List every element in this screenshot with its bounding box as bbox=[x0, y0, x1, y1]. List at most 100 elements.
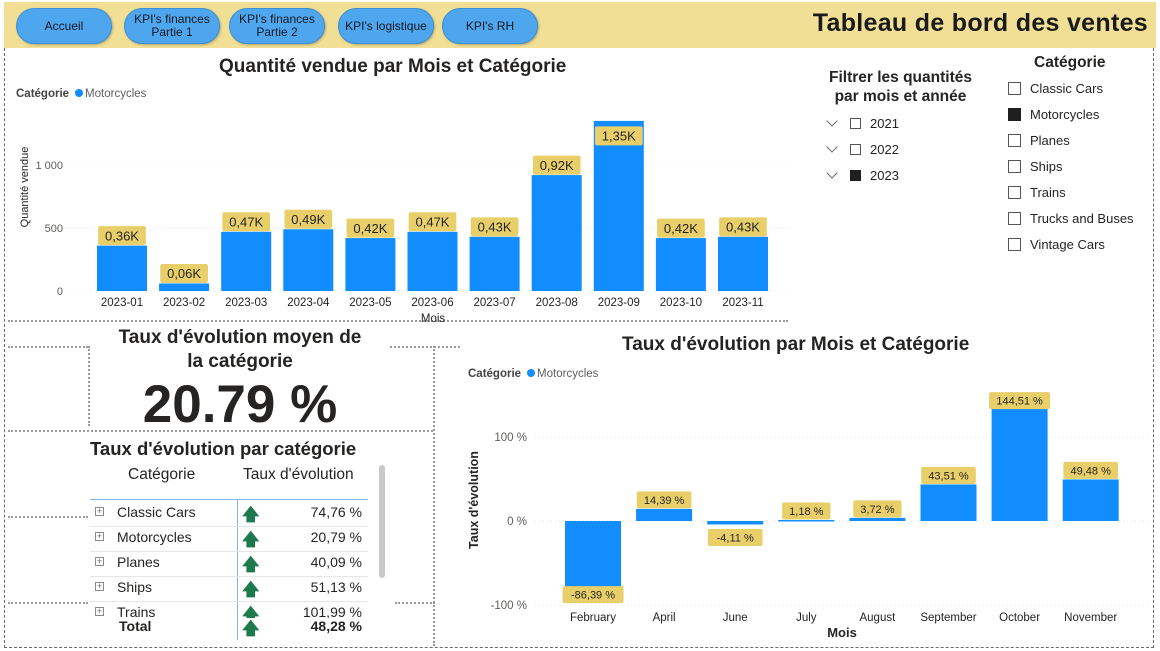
checkbox[interactable] bbox=[850, 118, 861, 129]
expand-icon[interactable]: + bbox=[95, 606, 104, 616]
x-axis-label: Mois bbox=[827, 625, 857, 640]
x-tick-label: 2023-07 bbox=[473, 297, 515, 309]
category-slicer-label: Ships bbox=[1030, 159, 1063, 174]
expand-icon[interactable]: + bbox=[95, 531, 104, 541]
x-tick-label: 2023-05 bbox=[349, 297, 391, 309]
category-slicer-item[interactable]: Classic Cars bbox=[1008, 81, 1103, 96]
year-slicer-item[interactable]: 2021 bbox=[826, 115, 899, 131]
y-tick-label: 100 % bbox=[494, 432, 527, 444]
table-row[interactable]: + Planes 🡅 40,09 % bbox=[90, 551, 368, 577]
y-tick-label: 500 bbox=[45, 223, 63, 235]
separator bbox=[433, 346, 435, 646]
chart1-legend-title: Catégorie bbox=[16, 88, 70, 100]
data-label-bg bbox=[562, 586, 624, 604]
y-tick-label: 1 000 bbox=[35, 160, 63, 172]
bar bbox=[991, 399, 1048, 521]
chart1-quantite-vendue: 0 500 1 000 Quantité vendue 0,36K 2023-01 0,06… bbox=[19, 120, 790, 325]
checkbox[interactable] bbox=[850, 144, 861, 155]
up-arrow-icon: 🡅 bbox=[242, 619, 260, 638]
category-slicer-item[interactable]: Trains bbox=[1008, 185, 1066, 200]
checkbox[interactable] bbox=[850, 170, 861, 181]
table-cell-value: 101,99 % bbox=[302, 604, 362, 618]
bar bbox=[407, 231, 458, 291]
bar bbox=[221, 231, 272, 291]
table-title: Taux d'évolution par catégorie bbox=[90, 438, 357, 459]
checkbox[interactable] bbox=[1008, 238, 1021, 251]
category-slicer-item[interactable]: Planes bbox=[1008, 133, 1070, 148]
table-cell-value: 40,09 % bbox=[310, 554, 362, 570]
up-arrow-icon: 🡅 bbox=[242, 580, 260, 599]
expand-icon[interactable]: + bbox=[95, 556, 104, 566]
separator bbox=[8, 430, 433, 432]
x-tick-label: September bbox=[920, 612, 976, 624]
data-label: -86,39 % bbox=[571, 590, 615, 602]
data-label: -4,11 % bbox=[717, 532, 754, 544]
x-tick-label: 2023-02 bbox=[163, 297, 205, 309]
x-tick-label: February bbox=[570, 612, 616, 624]
x-tick-label: June bbox=[723, 612, 748, 624]
data-label: 144,51 % bbox=[996, 396, 1043, 408]
checkbox[interactable] bbox=[1008, 186, 1021, 199]
nav-button-logistique[interactable]: KPI's logistique bbox=[338, 8, 434, 44]
checkbox[interactable] bbox=[1008, 134, 1021, 147]
year-slicer-title: Filtrer les quantités par mois et année bbox=[829, 69, 972, 105]
table-cell-value: 51,13 % bbox=[310, 579, 362, 595]
separator bbox=[395, 602, 435, 604]
data-label-bg bbox=[98, 226, 146, 246]
legend-dot-icon bbox=[75, 89, 84, 97]
nav-button-finances-2[interactable]: KPI's finances Partie 2 bbox=[229, 8, 325, 44]
category-slicer-item[interactable]: Ships bbox=[1008, 159, 1063, 174]
table-header-category[interactable]: Catégorie bbox=[128, 466, 196, 483]
table-row[interactable]: + Classic Cars 🡅 74,76 % bbox=[90, 501, 368, 527]
table-row[interactable]: + Trains 🡅 101,99 % bbox=[90, 601, 368, 618]
checkbox[interactable] bbox=[1008, 212, 1021, 225]
x-tick-label: 2023-01 bbox=[101, 297, 143, 309]
nav-button-finances-1[interactable]: KPI's finances Partie 1 bbox=[124, 8, 220, 44]
table-cell-value: 20,79 % bbox=[310, 529, 362, 545]
separator bbox=[8, 602, 88, 604]
data-label: 43,51 % bbox=[928, 470, 969, 482]
table-row[interactable]: + Motorcycles 🡅 20,79 % bbox=[90, 526, 368, 552]
category-slicer-label: Trucks and Buses bbox=[1030, 211, 1134, 226]
checkbox[interactable] bbox=[1008, 108, 1021, 121]
data-label: 1,35K bbox=[602, 129, 636, 144]
bar bbox=[97, 245, 147, 291]
checkbox[interactable] bbox=[1008, 82, 1021, 95]
data-label-bg bbox=[1063, 461, 1119, 479]
nav-button-accueil[interactable]: Accueil bbox=[16, 8, 112, 44]
top-nav-bar: Accueil KPI's finances Partie 1 KPI's fi… bbox=[4, 2, 1156, 48]
x-tick-label: 2023-03 bbox=[225, 297, 267, 309]
data-label: 1,18 % bbox=[789, 506, 823, 518]
expand-icon[interactable]: + bbox=[95, 581, 104, 591]
table-row[interactable]: + Ships 🡅 51,13 % bbox=[90, 576, 368, 602]
year-slicer-item[interactable]: 2022 bbox=[826, 141, 899, 157]
x-tick-label: October bbox=[999, 612, 1040, 624]
data-label: 49,48 % bbox=[1071, 465, 1112, 477]
category-slicer-item[interactable]: Trucks and Buses bbox=[1008, 211, 1134, 226]
year-slicer-item[interactable]: 2023 bbox=[826, 167, 899, 183]
category-slicer-item[interactable]: Vintage Cars bbox=[1008, 237, 1105, 252]
bar bbox=[920, 484, 977, 521]
chart1-legend-item: Motorcycles bbox=[85, 88, 147, 100]
category-slicer-item[interactable]: Motorcycles bbox=[1008, 107, 1099, 122]
x-tick-label: 2023-04 bbox=[287, 297, 330, 309]
data-label: 0,43K bbox=[726, 220, 760, 235]
x-axis-label: Mois bbox=[421, 313, 446, 325]
nav-button-rh[interactable]: KPI's RH bbox=[442, 8, 538, 44]
card-title: Taux d'évolution moyen de la catégorie bbox=[118, 327, 362, 372]
x-tick-label: 2023-10 bbox=[660, 297, 702, 309]
data-label-bg bbox=[707, 528, 763, 546]
table-header-rate[interactable]: Taux d'évolution bbox=[243, 466, 354, 483]
data-label-bg bbox=[636, 491, 692, 509]
table-scrollbar[interactable] bbox=[379, 465, 385, 578]
separator bbox=[8, 346, 88, 348]
data-label: 0,47K bbox=[229, 214, 263, 229]
data-label-bg bbox=[657, 218, 705, 238]
table-column-divider bbox=[237, 500, 238, 640]
data-label-bg bbox=[222, 212, 271, 232]
checkbox[interactable] bbox=[1008, 160, 1021, 173]
expand-icon[interactable]: + bbox=[95, 506, 104, 516]
bar bbox=[593, 120, 644, 292]
data-label-bg bbox=[594, 126, 643, 146]
table-cell-category: Trains bbox=[117, 604, 156, 618]
